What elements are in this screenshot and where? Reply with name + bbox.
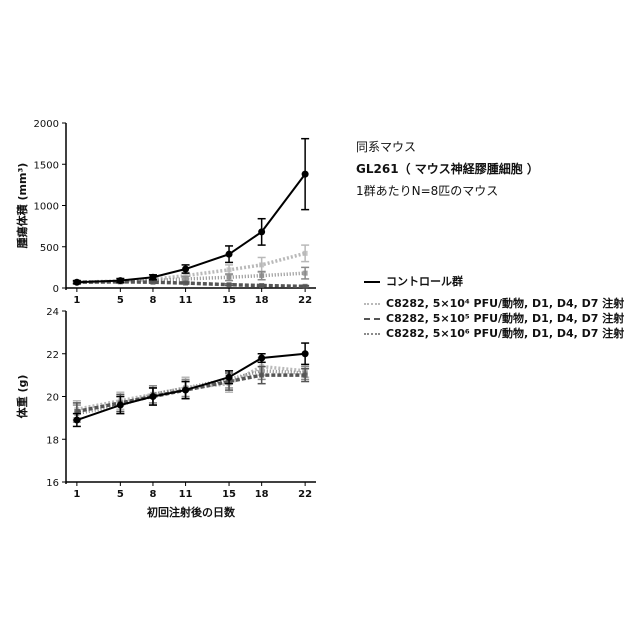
- tumor-point-dose3: [303, 271, 308, 276]
- body-weight-chart: 161820222415811151822体重 (g)初回注射後の日数: [15, 307, 316, 519]
- tumor-point-control: [226, 251, 233, 258]
- weight-point-control: [258, 355, 265, 362]
- model-label: 同系マウス: [356, 138, 416, 155]
- tumor-x-tick-label: 22: [298, 295, 312, 306]
- weight-y-axis-label: 体重 (g): [15, 375, 29, 419]
- tumor-point-control: [117, 277, 124, 284]
- tumor-point-dose1: [303, 251, 308, 256]
- weight-y-tick-label: 24: [46, 307, 59, 318]
- weight-x-tick-label: 11: [179, 489, 193, 500]
- tumor-y-tick-label: 500: [40, 243, 59, 254]
- tumor-y-tick-label: 2000: [34, 119, 59, 130]
- tumor-point-dose2: [183, 281, 188, 286]
- weight-x-tick-label: 18: [255, 489, 269, 500]
- weight-point-dose2: [259, 373, 264, 378]
- tumor-point-dose2: [303, 284, 308, 289]
- legend-swatch-dose1: [364, 303, 380, 305]
- legend-swatch-control: [364, 281, 380, 283]
- weight-point-dose2: [303, 373, 308, 378]
- tumor-series-line-dose2: [77, 282, 305, 287]
- weight-point-control: [302, 350, 309, 357]
- tumor-point-dose3: [227, 275, 232, 280]
- legend: コントロール群 C8282, 5×10⁴ PFU/動物, D1, D4, D7 …: [364, 274, 624, 341]
- weight-y-tick-label: 22: [46, 350, 59, 361]
- tumor-y-tick-label: 1000: [34, 202, 59, 213]
- tumor-y-tick-label: 0: [53, 284, 59, 295]
- weight-x-tick-label: 1: [73, 489, 80, 500]
- legend-item-dose2: C8282, 5×10⁵ PFU/動物, D1, D4, D7 注射: [364, 311, 624, 326]
- weight-point-control: [149, 393, 156, 400]
- tumor-y-axis-label: 腫瘍体積 (mm³): [15, 163, 29, 249]
- tumor-volume-chart: 050010001500200015811151822腫瘍体積 (mm³): [15, 119, 316, 306]
- weight-y-tick-label: 18: [46, 435, 59, 446]
- tumor-point-control: [302, 171, 309, 178]
- legend-item-dose3: C8282, 5×10⁶ PFU/動物, D1, D4, D7 注射: [364, 326, 624, 341]
- weight-y-tick-label: 16: [46, 478, 59, 489]
- group-size-label: 1群あたりN=8匹のマウス: [356, 182, 498, 199]
- tumor-point-dose3: [259, 273, 264, 278]
- tumor-point-control: [73, 279, 80, 286]
- weight-point-control: [226, 374, 233, 381]
- tumor-point-dose1: [259, 262, 264, 267]
- weight-point-control: [182, 387, 189, 394]
- tumor-point-dose1: [227, 267, 232, 272]
- tumor-x-tick-label: 18: [255, 295, 269, 306]
- weight-x-tick-label: 5: [117, 489, 124, 500]
- legend-label-dose3: C8282, 5×10⁶ PFU/動物, D1, D4, D7 注射: [386, 327, 624, 340]
- tumor-x-tick-label: 8: [149, 295, 156, 306]
- tumor-point-control: [258, 228, 265, 235]
- legend-label-dose2: C8282, 5×10⁵ PFU/動物, D1, D4, D7 注射: [386, 312, 624, 325]
- weight-x-tick-label: 8: [149, 489, 156, 500]
- legend-label-dose1: C8282, 5×10⁴ PFU/動物, D1, D4, D7 注射: [386, 297, 624, 310]
- legend-item-dose1: C8282, 5×10⁴ PFU/動物, D1, D4, D7 注射: [364, 296, 624, 311]
- legend-item-control: コントロール群: [364, 274, 624, 289]
- tumor-point-control: [149, 274, 156, 281]
- tumor-point-dose2: [259, 283, 264, 288]
- legend-swatch-dose2: [364, 318, 380, 320]
- weight-x-tick-label: 22: [298, 489, 312, 500]
- weight-x-tick-label: 15: [222, 489, 236, 500]
- tumor-point-dose2: [227, 282, 232, 287]
- weight-point-control: [73, 417, 80, 424]
- tumor-x-tick-label: 5: [117, 295, 124, 306]
- weight-x-axis-label: 初回注射後の日数: [147, 505, 236, 519]
- weight-series-line-dose2: [77, 375, 305, 411]
- cell-line-label: GL261（ マウス神経膠腫細胞 ）: [356, 160, 539, 177]
- weight-y-tick-label: 20: [46, 393, 59, 404]
- weight-point-control: [117, 402, 124, 409]
- tumor-x-tick-label: 11: [179, 295, 193, 306]
- tumor-series-line-control: [77, 174, 305, 282]
- tumor-x-tick-label: 1: [73, 295, 80, 306]
- tumor-y-tick-label: 1500: [34, 160, 59, 171]
- tumor-x-tick-label: 15: [222, 295, 236, 306]
- tumor-point-control: [182, 266, 189, 273]
- legend-label-control: コントロール群: [386, 275, 463, 288]
- legend-swatch-dose3: [364, 333, 380, 335]
